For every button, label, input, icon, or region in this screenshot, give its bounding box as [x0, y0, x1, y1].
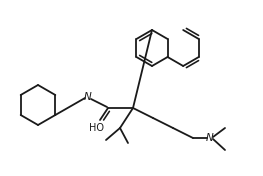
Text: N: N: [84, 92, 92, 102]
Text: N: N: [206, 133, 214, 143]
Text: HO: HO: [89, 123, 104, 133]
